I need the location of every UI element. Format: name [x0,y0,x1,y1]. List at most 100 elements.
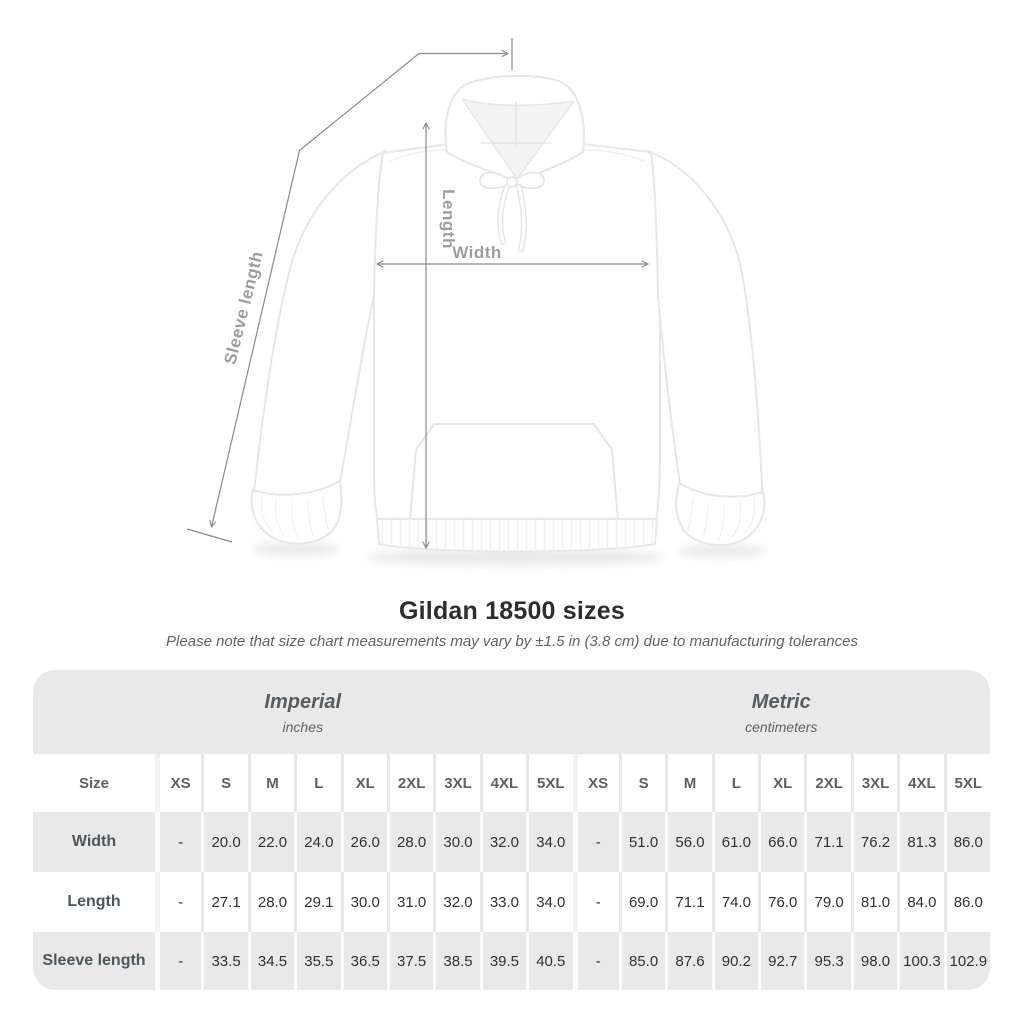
cell: 102.9 [943,932,990,990]
cell: 95.3 [804,932,850,990]
row-label: Length [67,893,121,910]
hoodie-shadow [252,542,766,566]
cell: 26.0 [340,812,387,872]
col-header-imperial-l: L [294,754,340,812]
hoodie-left-sleeve [252,150,387,497]
measurement-annotations [186,38,650,550]
cell: 86.0 [943,872,990,932]
cell: 74.0 [711,872,758,932]
table-row-length: Length - 27.1 28.0 29.1 30.0 31.0 32.0 3… [33,872,990,932]
imperial-group-header: Imperial inches [33,670,573,754]
table-row-sleeve-length: Sleeve length - 33.5 34.5 35.5 36.5 37.5… [33,932,990,990]
col-header-metric-xl: XL [758,754,804,812]
sleeve-length-line [209,49,510,529]
row-label: Sleeve length [42,952,146,969]
col-header-metric-xs: XS [572,754,619,812]
cell: 30.0 [340,872,387,932]
cell: 38.5 [433,932,479,990]
cell: 34.0 [526,872,572,932]
cell: 33.5 [201,932,247,990]
cell: 87.6 [665,932,711,990]
cell: 24.0 [294,812,340,872]
cell: 37.5 [386,932,433,990]
hoodie-pocket [409,423,619,528]
cell: 76.0 [758,872,804,932]
cell: 40.5 [526,932,572,990]
tolerance-note: Please note that size chart measurements… [166,633,858,650]
col-header-imperial-5xl: 5XL [526,754,572,812]
cell: 32.0 [433,872,479,932]
width-label: Width [452,243,502,262]
cell: 32.0 [479,812,526,872]
cell: 69.0 [618,872,665,932]
imperial-label: Imperial [264,691,342,713]
cell: 92.7 [758,932,804,990]
cell: 76.2 [850,812,897,872]
hoodie-right-cuff [675,482,766,546]
cell: 71.1 [665,872,711,932]
table-row-width: Width - 20.0 22.0 24.0 26.0 28.0 30.0 32… [33,812,990,872]
col-header-metric-l: L [711,754,758,812]
cell: 90.2 [711,932,758,990]
cell: - [155,872,201,932]
cell: 66.0 [758,812,804,872]
cell: 30.0 [433,812,479,872]
cell: 56.0 [665,812,711,872]
imperial-unit-label: inches [282,719,323,735]
cell: 33.0 [479,872,526,932]
col-header-imperial-s: S [201,754,247,812]
size-header-row: Size XS S M L XL 2XL 3XL 4XL 5XL XS S M … [33,754,990,812]
cell: 98.0 [850,932,897,990]
row-label: Width [71,833,117,850]
unit-header-row: Imperial inches Metric centimeters [33,670,990,754]
cell: 84.0 [897,872,943,932]
cell: 39.5 [479,932,526,990]
cell: 22.0 [247,812,294,872]
cell: 81.3 [897,812,943,872]
col-header-metric-3xl: 3XL [850,754,897,812]
cell: 61.0 [711,812,758,872]
col-header-imperial-3xl: 3XL [433,754,479,812]
col-header-imperial-4xl: 4XL [479,754,526,812]
cell: - [572,872,619,932]
col-header-metric-m: M [665,754,711,812]
hoodie-illustration [250,74,766,553]
size-table: Imperial inches Metric centimeters Size … [33,670,990,990]
length-label: Length [439,189,458,249]
metric-label: Metric [751,691,811,713]
cell: 100.3 [897,932,943,990]
hoodie-right-sleeve [647,150,764,499]
cell: 29.1 [294,872,340,932]
col-header-metric-4xl: 4XL [897,754,943,812]
cell: 20.0 [201,812,247,872]
col-header-imperial-xl: XL [340,754,387,812]
cell: 28.0 [247,872,294,932]
cell: 81.0 [850,872,897,932]
metric-group-header: Metric centimeters [573,670,991,754]
cell: 34.0 [526,812,572,872]
sleeve-length-label: Sleeve length [220,249,267,366]
cell: - [155,812,201,872]
cell: 27.1 [201,872,247,932]
metric-unit-label: centimeters [745,719,818,735]
cell: 79.0 [804,872,850,932]
cell: - [155,932,201,990]
col-header-imperial-xs: XS [155,754,201,812]
col-header-imperial-m: M [247,754,294,812]
cell: 31.0 [386,872,433,932]
cell: 86.0 [943,812,990,872]
page-title: Gildan 18500 sizes [399,597,625,625]
cell: 28.0 [386,812,433,872]
cell: 71.1 [804,812,850,872]
cell: 35.5 [294,932,340,990]
col-header-imperial-2xl: 2XL [386,754,433,812]
cell: - [572,812,619,872]
hoodie-measurement-figure: Sleeve length Length Width [186,38,766,566]
cell: - [572,932,619,990]
col-header-metric-s: S [618,754,665,812]
col-header-metric-2xl: 2XL [804,754,850,812]
cell: 51.0 [618,812,665,872]
col-header-metric-5xl: 5XL [943,754,990,812]
size-column-header: Size [78,774,109,792]
